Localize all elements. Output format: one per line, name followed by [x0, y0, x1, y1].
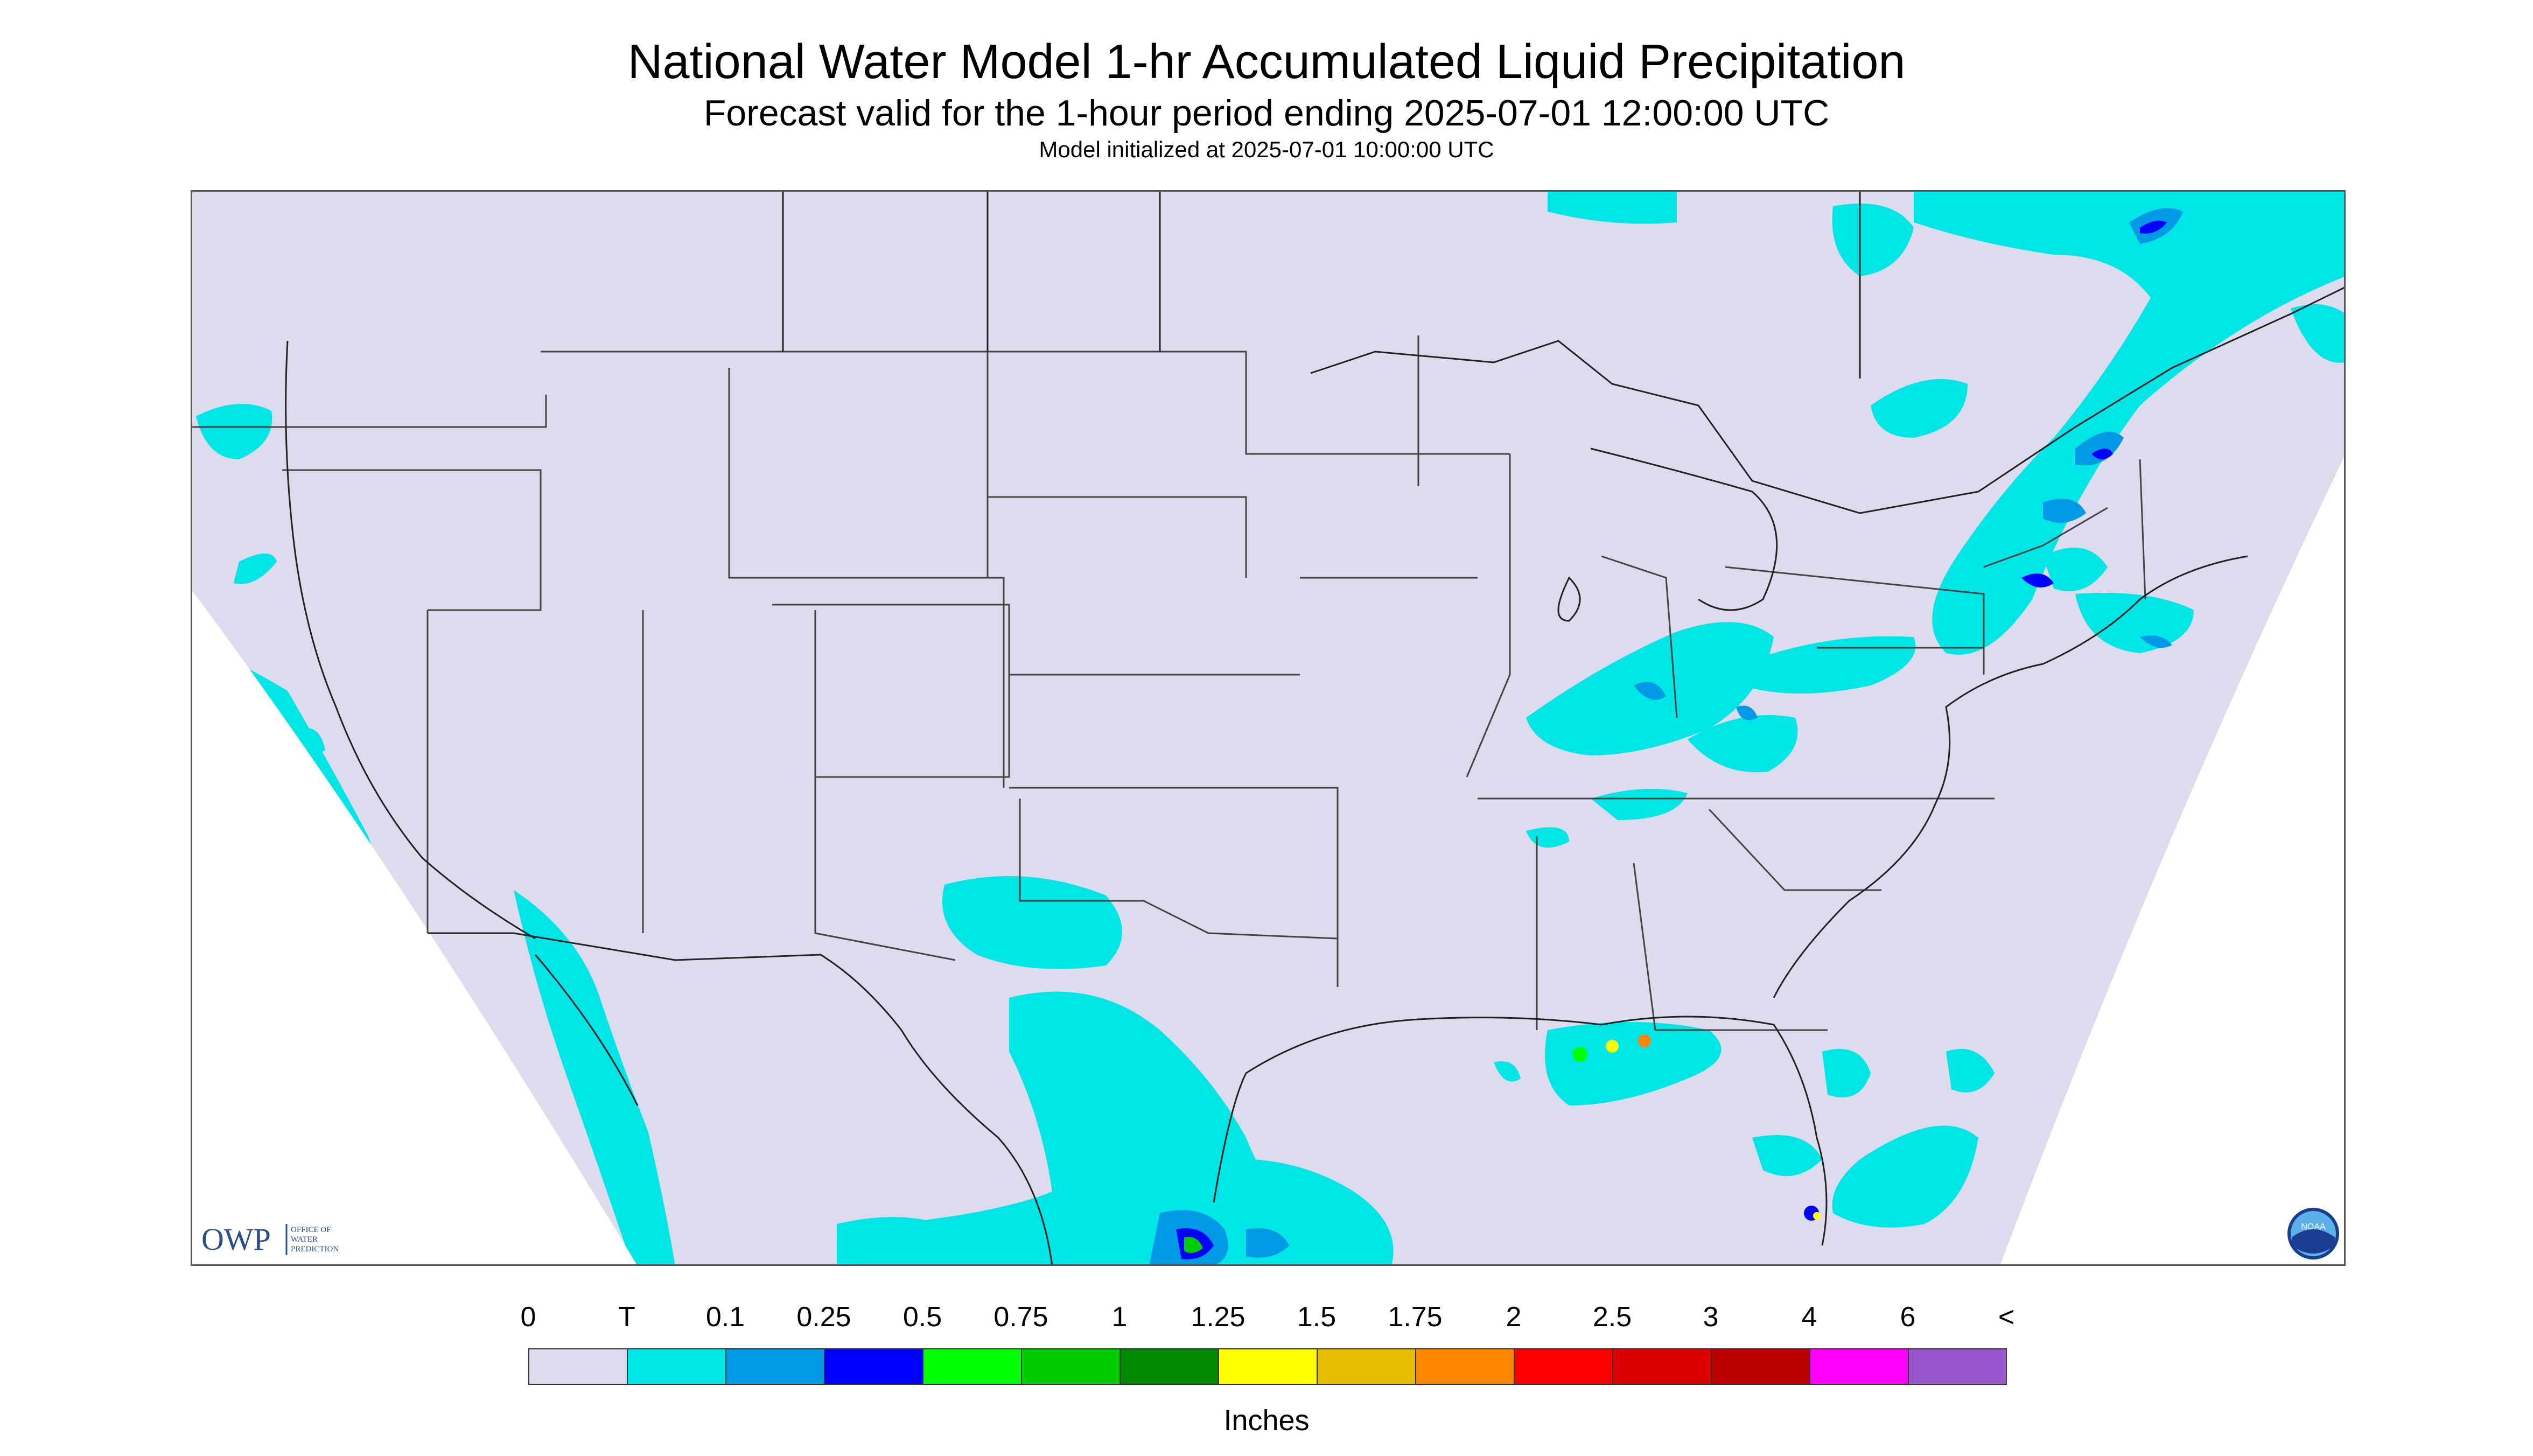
- legend-label: 0.5: [902, 1301, 942, 1333]
- legend-label: T: [618, 1301, 635, 1333]
- country-border: [428, 190, 2346, 1266]
- legend-label: 1.75: [1388, 1301, 1443, 1333]
- legend-swatch: [1908, 1348, 2007, 1385]
- legend-label: 6: [1900, 1301, 1916, 1333]
- owp-logo: OWP OFFICE OF WATER PREDICTION: [201, 1222, 339, 1257]
- precip-gulf-coast-heavy: [1572, 1034, 1821, 1221]
- state-boundaries: [191, 335, 2146, 1031]
- legend-label: 0.75: [993, 1301, 1048, 1333]
- legend-label: 4: [1801, 1301, 1817, 1333]
- legend-label: 0.25: [796, 1301, 851, 1333]
- map-frame: [191, 190, 2346, 1266]
- legend-swatch: [627, 1348, 726, 1385]
- precipitation-map: OWP OFFICE OF WATER PREDICTION NOAA: [191, 190, 2346, 1266]
- legend-swatch: [1514, 1348, 1613, 1385]
- legend-swatch: [528, 1348, 628, 1385]
- legend-swatch: [1021, 1348, 1121, 1385]
- legend-swatch: [1119, 1348, 1219, 1385]
- legend-label: 2: [1506, 1301, 1522, 1333]
- legend-swatch: [1415, 1348, 1515, 1385]
- precip-northeast: [1548, 190, 2346, 694]
- noaa-logo: NOAA: [2287, 1208, 2339, 1259]
- legend-label: <: [1998, 1301, 2015, 1333]
- svg-text:PREDICTION: PREDICTION: [291, 1245, 339, 1254]
- svg-text:NOAA: NOAA: [2301, 1222, 2326, 1231]
- model-init-text: Model initialized at 2025-07-01 10:00:00…: [1039, 137, 1494, 162]
- legend-label: 2.5: [1592, 1301, 1632, 1333]
- svg-text:OWP: OWP: [201, 1222, 271, 1257]
- legend-label: 3: [1703, 1301, 1719, 1333]
- legend-swatch: [824, 1348, 923, 1385]
- legend-units: Inches: [1223, 1404, 1310, 1437]
- precip-gulf-coast: [1494, 1022, 1995, 1228]
- legend-swatch: [1809, 1348, 1909, 1385]
- legend-label: 1: [1111, 1301, 1128, 1333]
- legend-swatch: [1218, 1348, 1318, 1385]
- precip-south-texas-heavy: [1149, 1210, 1289, 1266]
- legend-colorbar: [528, 1348, 2007, 1385]
- legend-label: 1.5: [1297, 1301, 1337, 1333]
- precip-northeast-heavy: [2021, 208, 2183, 648]
- legend-swatch: [922, 1348, 1022, 1385]
- legend-label: 0.1: [705, 1301, 745, 1333]
- legend-swatch: [1711, 1348, 1810, 1385]
- coastline: [285, 340, 2248, 1246]
- map-title: National Water Model 1-hr Accumulated Li…: [627, 35, 1906, 89]
- precip-ohio-valley-heavy: [1634, 682, 1758, 720]
- legend-swatch: [725, 1348, 825, 1385]
- legend-label: 1.25: [1191, 1301, 1245, 1333]
- legend-swatch: [1612, 1348, 1712, 1385]
- legend-labels: 0 T 0.1 0.25 0.5 0.75 1 1.25 1.5 1.75 2 2.5 3 4 6 <: [0, 1301, 2533, 1339]
- legend-swatch: [1317, 1348, 1416, 1385]
- svg-text:OFFICE OF: OFFICE OF: [291, 1226, 331, 1234]
- legend-label: 0: [520, 1301, 536, 1333]
- svg-text:WATER: WATER: [291, 1235, 318, 1244]
- map-subtitle: Forecast valid for the 1-hour period end…: [703, 93, 1830, 134]
